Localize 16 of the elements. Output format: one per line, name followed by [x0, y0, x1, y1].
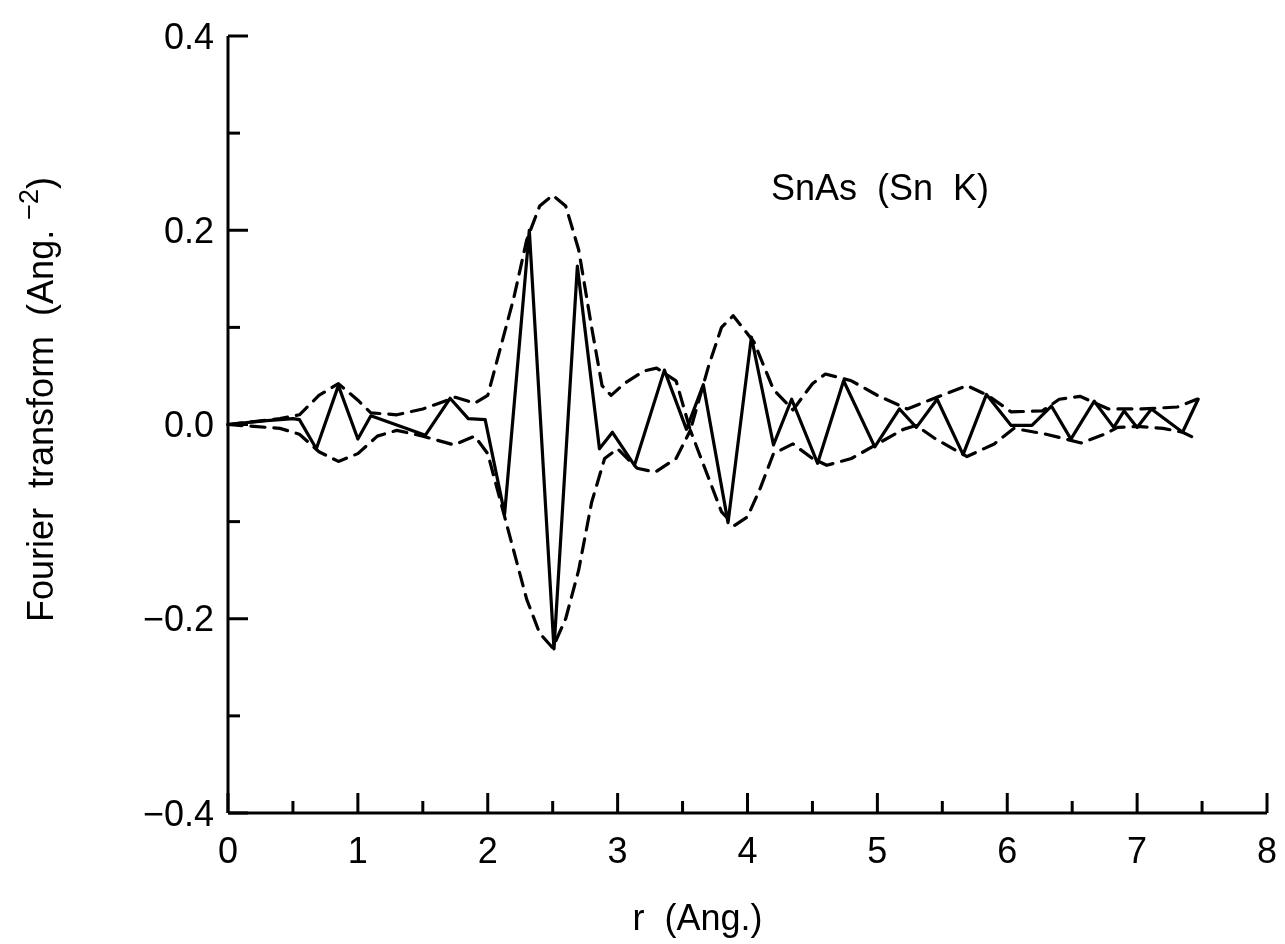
annotation: SnAs (Sn K)	[770, 167, 990, 208]
x-tick-label: 3	[607, 830, 628, 871]
x-tick-label: 5	[867, 830, 888, 871]
y-tick-label: −0.4	[142, 792, 214, 834]
y-tick-label: 0.0	[163, 404, 214, 446]
x-tick-label: 4	[737, 830, 758, 871]
x-axis-title: r (Ang.)	[632, 897, 763, 938]
y-tick-label: 0.4	[163, 15, 214, 57]
x-tick-label: 8	[1256, 830, 1278, 871]
y-tick-label: 0.2	[163, 209, 214, 251]
x-tick-label: 0	[217, 830, 239, 871]
x-tick-label: 1	[347, 830, 368, 871]
x-tick-label: 2	[477, 830, 498, 871]
x-tick-label: 7	[1127, 830, 1148, 871]
x-tick-label: 6	[997, 830, 1018, 871]
y-tick-label: −0.2	[142, 598, 214, 640]
